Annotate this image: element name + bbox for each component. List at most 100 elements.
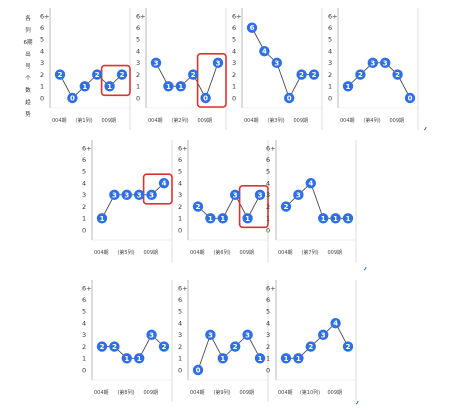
x-tick-label: 009期	[239, 250, 254, 256]
data-point	[158, 341, 170, 352]
data-point-label: 0	[70, 95, 75, 103]
y-tick-label: 6+	[136, 12, 146, 20]
y-tick-label: 3	[178, 191, 182, 199]
data-point-label: 2	[191, 71, 196, 79]
y-tick-label: 3	[266, 331, 270, 339]
data-point-label: 3	[216, 59, 221, 67]
y-tick-label: 4	[136, 47, 140, 55]
x-tick-label: 009期	[197, 118, 212, 124]
y-tick-label: 1	[82, 215, 86, 223]
data-point	[217, 213, 228, 224]
y-tick-label: 2	[266, 343, 270, 351]
y-tick-label: 3	[82, 191, 86, 199]
y-tick-label: 3	[232, 59, 236, 67]
data-point	[188, 69, 199, 80]
y-tick-label: 5	[178, 308, 182, 316]
y-tick-label: 0	[328, 94, 332, 102]
data-point-label: 4	[308, 180, 313, 188]
y-tick-label: 4	[328, 47, 332, 55]
x-tick-label: 004期	[340, 118, 355, 124]
series-line	[197, 333, 261, 371]
y-tick-label: 6+	[266, 144, 276, 152]
data-point-label: 1	[166, 83, 171, 91]
y-tick-label: 1	[136, 83, 140, 91]
y-tick-label: 3	[136, 59, 140, 67]
data-point	[67, 92, 78, 104]
y-tick-label: 5	[40, 36, 44, 44]
data-point-label: 2	[100, 343, 105, 351]
y-tick-label: 4	[40, 47, 44, 55]
y-tick-label: 6+	[40, 12, 50, 20]
data-point	[79, 81, 91, 92]
y-tick-label: 6	[266, 296, 270, 304]
data-point-label: 1	[220, 355, 225, 363]
data-point-label: 2	[308, 343, 313, 351]
x-tick-label: 004期	[94, 250, 109, 256]
x-tick-label: 004期	[278, 250, 293, 256]
data-point-label: 2	[120, 71, 125, 79]
side-label-char: 势	[25, 110, 31, 118]
data-point-label: 1	[220, 215, 225, 223]
data-point-label: 3	[383, 59, 388, 67]
data-point	[342, 213, 354, 224]
x-tick-label: 004期	[190, 390, 205, 396]
side-label-char: 数	[25, 86, 31, 94]
y-tick-label: 6+	[178, 284, 188, 292]
x-tick-label: 009期	[327, 390, 342, 396]
data-point-label: 3	[233, 191, 238, 199]
y-tick-label: 4	[178, 319, 182, 327]
x-tick-label: 009期	[327, 250, 342, 256]
data-point-label: 3	[321, 331, 326, 339]
y-tick-label: 2	[40, 71, 44, 79]
data-point	[355, 69, 366, 80]
data-point	[318, 213, 329, 224]
data-point-label: 1	[258, 355, 263, 363]
data-point	[367, 57, 378, 69]
data-point	[296, 69, 307, 80]
data-point	[205, 213, 216, 224]
side-label-char: 6期	[24, 39, 33, 46]
row-end-mark	[363, 266, 367, 271]
y-tick-label: 6	[136, 24, 140, 32]
data-point-label: 2	[395, 71, 400, 79]
highlight-box	[238, 185, 269, 229]
y-tick-label: 1	[178, 355, 182, 363]
data-point	[242, 329, 253, 341]
y-tick-label: 6	[40, 24, 44, 32]
x-tick-label: 004期	[278, 390, 293, 396]
data-point-label: 2	[112, 343, 117, 351]
y-tick-label: 0	[40, 94, 44, 102]
data-point	[109, 341, 120, 352]
data-point-label: 0	[196, 367, 201, 375]
data-point-label: 3	[112, 191, 117, 199]
highlight-box	[142, 173, 173, 205]
y-tick-label: 1	[232, 83, 236, 91]
y-tick-label: 6+	[328, 12, 338, 20]
data-point	[318, 329, 329, 341]
data-point-label: 4	[162, 180, 167, 188]
data-point	[230, 341, 241, 352]
y-tick-label: 5	[266, 168, 270, 176]
data-point	[380, 57, 391, 69]
data-point-label: 1	[321, 215, 326, 223]
data-point	[192, 201, 204, 212]
data-point	[134, 353, 145, 364]
data-point-label: 2	[196, 203, 201, 211]
y-tick-label: 6+	[232, 12, 242, 20]
y-tick-label: 4	[266, 179, 270, 187]
data-point-label: 2	[358, 71, 363, 79]
y-tick-label: 3	[266, 191, 270, 199]
data-point-label: 2	[312, 71, 317, 79]
data-point-label: 3	[208, 331, 213, 339]
y-tick-label: 0	[82, 226, 86, 234]
data-point-label: 4	[262, 48, 267, 56]
y-tick-label: 3	[178, 331, 182, 339]
data-point	[342, 81, 354, 92]
y-tick-label: 2	[178, 203, 182, 211]
y-tick-label: 2	[328, 71, 332, 79]
side-label-char: 个	[25, 75, 31, 82]
